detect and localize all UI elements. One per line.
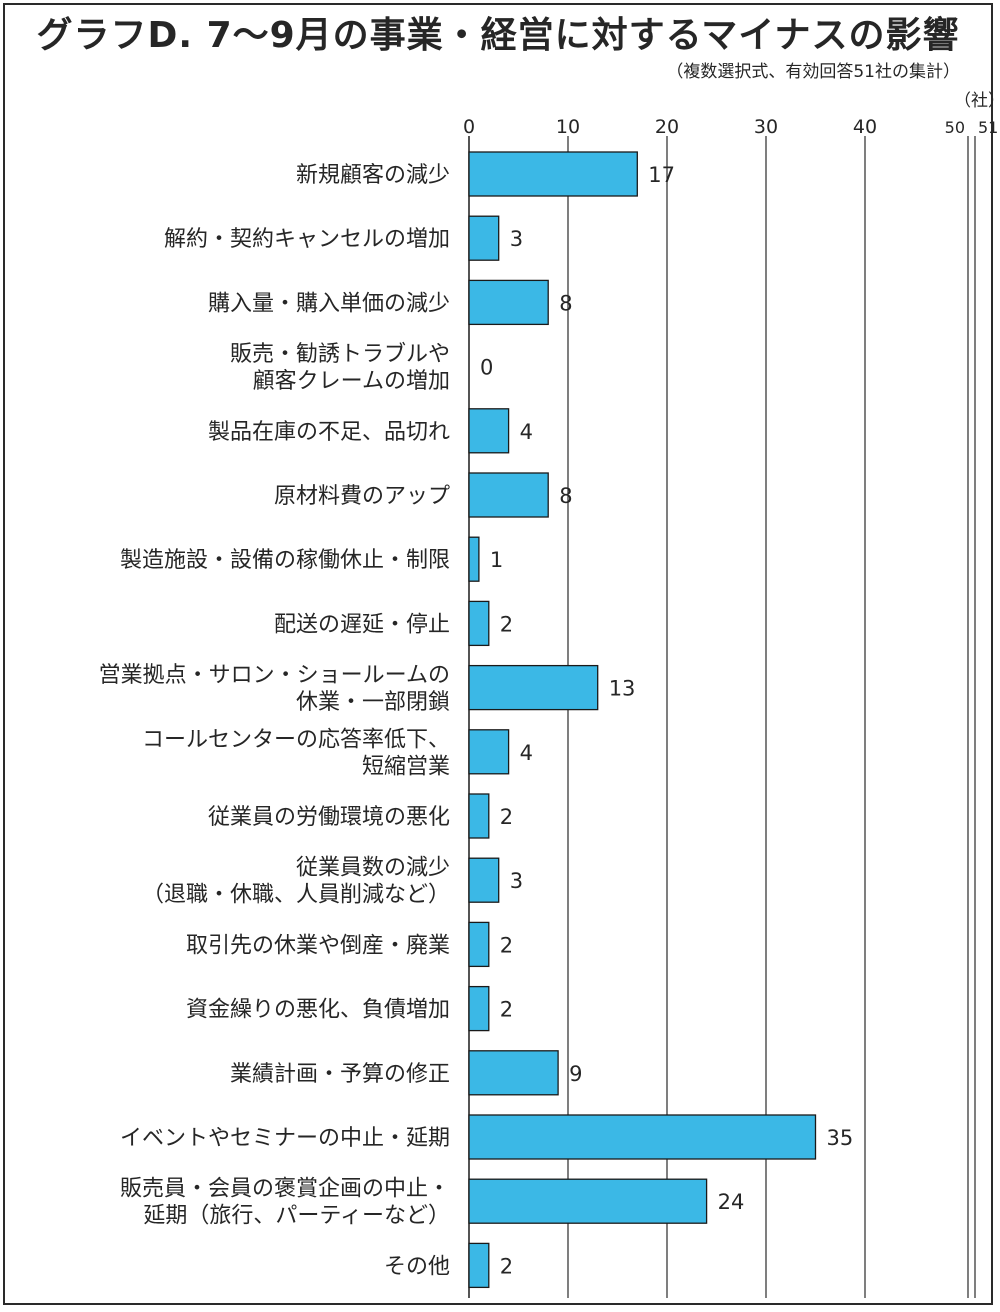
category-label: 販売・勧誘トラブルや顧客クレームの増加 xyxy=(230,342,450,394)
category-label: 資金繰りの悪化、負債増加 xyxy=(186,998,450,1023)
category-label: 製品在庫の不足、品切れ xyxy=(208,420,450,445)
chart-title: グラフD. 7～9月の事業・経営に対するマイナスの影響 xyxy=(36,15,960,56)
bar-value-label: 2 xyxy=(500,805,513,829)
x-tick-label: 30 xyxy=(754,116,778,138)
bar xyxy=(468,729,510,775)
bar xyxy=(468,408,510,454)
category-label: 従業員の労働環境の悪化 xyxy=(208,805,450,830)
bar-value-label: 2 xyxy=(500,1254,513,1278)
category-label: 配送の遅延・停止 xyxy=(274,612,450,637)
bar-value-label: 8 xyxy=(559,291,572,315)
bar xyxy=(468,151,638,197)
unit-label: （社） xyxy=(954,91,1000,111)
bar-value-label: 9 xyxy=(569,1062,582,1086)
category-label: その他 xyxy=(384,1254,450,1279)
category-label: 新規顧客の減少 xyxy=(296,163,450,188)
bar xyxy=(468,1114,817,1160)
bar-value-label: 1 xyxy=(490,548,503,572)
bar-value-label: 8 xyxy=(559,484,572,508)
bar-value-label: 2 xyxy=(500,612,513,636)
x-tick-label: 51 xyxy=(978,118,998,137)
bar-value-label: 4 xyxy=(520,420,533,444)
x-tick-label: 40 xyxy=(853,116,877,138)
bar-value-label: 3 xyxy=(510,869,523,893)
category-label: 解約・契約キャンセルの増加 xyxy=(164,227,450,252)
bar xyxy=(468,279,549,326)
bar xyxy=(468,985,490,1032)
bar xyxy=(468,857,500,903)
bar-value-label: 2 xyxy=(500,933,513,957)
x-tick-label: 0 xyxy=(463,116,475,138)
bar-value-label: 2 xyxy=(500,998,513,1022)
bar xyxy=(468,921,490,968)
category-label: 業績計画・予算の修正 xyxy=(230,1062,450,1087)
x-tick-label: 50 xyxy=(945,118,965,137)
bar-value-label: 4 xyxy=(520,741,533,765)
bar xyxy=(468,793,490,839)
category-label: 営業拠点・サロン・ショールームの休業・一部閉鎖 xyxy=(99,663,450,715)
x-tick-label: 10 xyxy=(556,116,580,138)
bar-value-label: 35 xyxy=(827,1126,854,1150)
bar xyxy=(468,1178,708,1224)
bar xyxy=(468,536,480,582)
bar xyxy=(468,600,490,647)
bar-value-label: 24 xyxy=(718,1190,745,1214)
chart-subtitle: （複数選択式、有効回答51社の集計） xyxy=(666,62,960,82)
bar xyxy=(468,472,549,518)
bar-value-label: 13 xyxy=(609,677,636,701)
category-label: 原材料費のアップ xyxy=(274,484,450,509)
bar-value-label: 3 xyxy=(510,227,523,251)
bar-value-label: 17 xyxy=(648,163,675,187)
bar xyxy=(468,1242,490,1289)
category-label: 取引先の休業や倒産・廃業 xyxy=(186,933,450,958)
category-label: イベントやセミナーの中止・延期 xyxy=(120,1126,450,1151)
bar xyxy=(468,664,599,711)
category-label: 製造施設・設備の稼働休止・制限 xyxy=(120,548,450,573)
x-tick-label: 20 xyxy=(655,116,679,138)
category-label: 販売員・会員の褒賞企画の中止・延期（旅行、パーティーなど） xyxy=(120,1177,450,1229)
category-label: 従業員数の減少（退職・休職、人員削減など） xyxy=(142,856,450,908)
category-label: コールセンターの応答率低下、短縮営業 xyxy=(142,727,450,779)
bar-value-label: 0 xyxy=(480,356,493,380)
category-label: 購入量・購入単価の減少 xyxy=(208,291,450,316)
bar xyxy=(468,1050,559,1096)
bar xyxy=(468,215,500,261)
